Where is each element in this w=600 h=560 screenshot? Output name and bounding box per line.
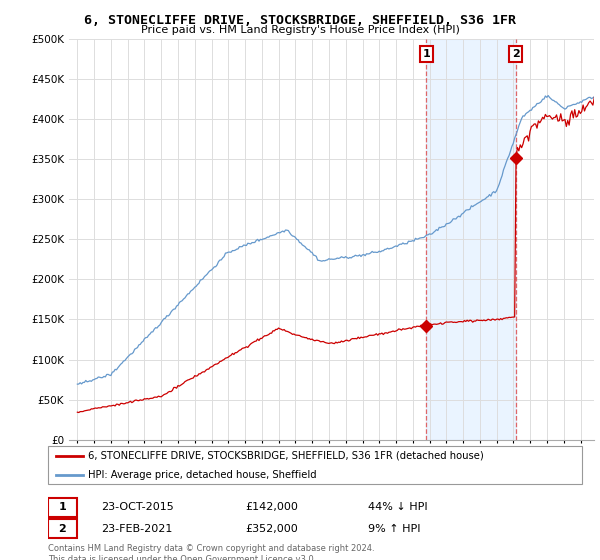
Text: 23-FEB-2021: 23-FEB-2021 <box>101 524 173 534</box>
Text: 44% ↓ HPI: 44% ↓ HPI <box>368 502 428 512</box>
FancyBboxPatch shape <box>48 519 77 538</box>
Text: 6, STONECLIFFE DRIVE, STOCKSBRIDGE, SHEFFIELD, S36 1FR: 6, STONECLIFFE DRIVE, STOCKSBRIDGE, SHEF… <box>84 14 516 27</box>
FancyBboxPatch shape <box>48 446 582 484</box>
Text: 2: 2 <box>512 49 520 59</box>
Text: HPI: Average price, detached house, Sheffield: HPI: Average price, detached house, Shef… <box>88 470 317 480</box>
FancyBboxPatch shape <box>48 498 77 517</box>
Text: £142,000: £142,000 <box>245 502 298 512</box>
Text: Price paid vs. HM Land Registry's House Price Index (HPI): Price paid vs. HM Land Registry's House … <box>140 25 460 35</box>
Text: Contains HM Land Registry data © Crown copyright and database right 2024.
This d: Contains HM Land Registry data © Crown c… <box>48 544 374 560</box>
Text: 9% ↑ HPI: 9% ↑ HPI <box>368 524 421 534</box>
Text: 6, STONECLIFFE DRIVE, STOCKSBRIDGE, SHEFFIELD, S36 1FR (detached house): 6, STONECLIFFE DRIVE, STOCKSBRIDGE, SHEF… <box>88 451 484 461</box>
Text: 1: 1 <box>59 502 66 512</box>
Text: £352,000: £352,000 <box>245 524 298 534</box>
Text: 23-OCT-2015: 23-OCT-2015 <box>101 502 174 512</box>
Text: 1: 1 <box>422 49 430 59</box>
Text: 2: 2 <box>59 524 66 534</box>
